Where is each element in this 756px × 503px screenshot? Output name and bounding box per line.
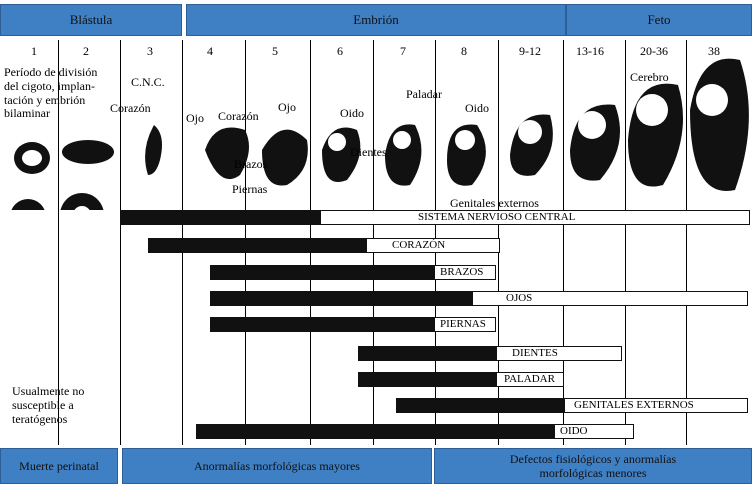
footer-major: Anormalías morfológicas mayores xyxy=(122,448,432,484)
footer-perinatal: Muerte perinatal xyxy=(0,448,118,484)
label-brazos: Brazos xyxy=(234,157,268,171)
bar-corazon-dark xyxy=(148,238,366,253)
bar-brazos-dark xyxy=(210,265,434,280)
grid-line xyxy=(686,40,687,445)
week-label: 3 xyxy=(147,44,153,58)
bar-oido-dark xyxy=(196,424,554,439)
bar-label-dientes: DIENTES xyxy=(510,347,560,360)
bar-genitales-dark xyxy=(396,398,564,413)
week-label: 1 xyxy=(31,44,37,58)
label-ojo-left: Ojo xyxy=(186,111,204,125)
bar-paladar-dark xyxy=(358,372,496,387)
bar-label-oido: OIDO xyxy=(558,425,590,438)
week-label: 20-36 xyxy=(640,44,668,58)
bar-label-snc: SISTEMA NERVIOSO CENTRAL xyxy=(416,211,578,224)
label-ojo-right: Ojo xyxy=(278,100,296,114)
bar-label-piernas: PIERNAS xyxy=(438,318,488,331)
bar-dientes-dark xyxy=(358,346,496,361)
not-susceptible-note: Usualmente no susceptible a teratógenos xyxy=(12,384,85,426)
label-paladar: Paladar xyxy=(406,87,442,101)
label-cnc: C.N.C. xyxy=(131,75,165,89)
grid-line xyxy=(58,40,59,445)
week-label: 8 xyxy=(461,44,467,58)
grid-line xyxy=(120,40,121,445)
label-genitales: Genitales externos xyxy=(450,196,539,210)
week-label: 9-12 xyxy=(519,44,541,58)
week-label: 6 xyxy=(337,44,343,58)
footer-minor: Defectos fisiológicos y anormalías morfo… xyxy=(434,448,752,484)
embryo-illustrations xyxy=(11,58,749,210)
week-label: 38 xyxy=(708,44,720,58)
bar-label-ojos: OJOS xyxy=(504,292,535,305)
label-corazon-w45: Corazón xyxy=(218,109,259,123)
week-label: 4 xyxy=(207,44,213,58)
label-oido-w6: Oido xyxy=(340,106,364,120)
bar-label-brazos: BRAZOS xyxy=(438,266,486,279)
header-fetus: Feto xyxy=(566,4,752,36)
bar-ojos-dark xyxy=(210,291,472,306)
label-corazon-w3: Corazón xyxy=(110,101,151,115)
bar-ojos-light xyxy=(472,291,748,306)
period-note: Período de división del cigoto, implan- … xyxy=(4,65,98,121)
week-label: 7 xyxy=(400,44,406,58)
label-dientes: Dientes xyxy=(350,145,387,159)
label-cerebro: Cerebro xyxy=(630,70,669,84)
bar-piernas-dark xyxy=(210,317,434,332)
bar-label-genitales: GENITALES EXTERNOS xyxy=(572,399,696,412)
label-piernas: Piernas xyxy=(232,182,268,196)
grid-line xyxy=(563,40,564,445)
week-label: 5 xyxy=(272,44,278,58)
bar-label-paladar: PALADAR xyxy=(502,373,557,386)
week-label: 13-16 xyxy=(576,44,604,58)
grid-line xyxy=(625,40,626,445)
week-label: 2 xyxy=(83,44,89,58)
header-embryo: Embrión xyxy=(186,4,566,36)
label-oido-w8: Oido xyxy=(465,101,489,115)
bar-label-corazon: CORAZÓN xyxy=(390,239,448,252)
bar-snc-dark xyxy=(120,210,320,225)
header-blastula: Blástula xyxy=(0,4,182,36)
